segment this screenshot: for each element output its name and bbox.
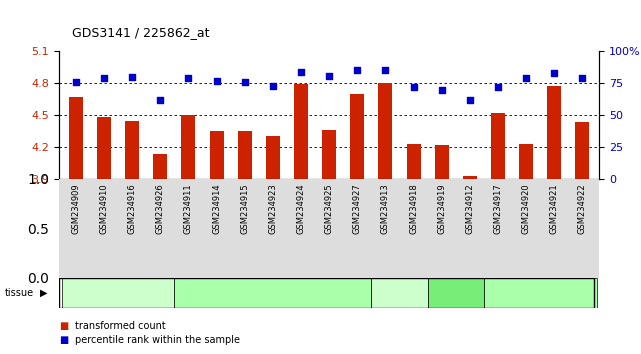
Bar — [153, 154, 167, 179]
Point — [268, 83, 278, 88]
Text: GSM234922: GSM234922 — [578, 184, 587, 234]
Point — [493, 84, 503, 90]
Point — [99, 75, 109, 81]
Bar — [435, 145, 449, 179]
Text: GSM234910: GSM234910 — [99, 184, 108, 234]
Bar — [125, 121, 139, 179]
Bar — [406, 144, 420, 179]
Text: rectum: rectum — [257, 289, 289, 297]
Point — [521, 75, 531, 81]
Text: GSM234923: GSM234923 — [269, 184, 278, 234]
Bar — [69, 97, 83, 179]
Text: GSM234921: GSM234921 — [550, 184, 559, 234]
Bar — [238, 131, 252, 179]
Bar — [491, 113, 505, 179]
Point — [155, 97, 165, 103]
Bar — [266, 136, 280, 179]
Text: GSM234914: GSM234914 — [212, 184, 221, 234]
Text: GSM234912: GSM234912 — [465, 184, 474, 234]
Text: ■: ■ — [59, 321, 68, 331]
Text: GSM234920: GSM234920 — [522, 184, 531, 234]
Point — [380, 68, 390, 73]
Bar — [519, 144, 533, 179]
Point — [408, 84, 419, 90]
Point — [71, 79, 81, 85]
FancyBboxPatch shape — [428, 278, 484, 308]
Bar — [350, 94, 364, 179]
Point — [465, 97, 475, 103]
FancyBboxPatch shape — [371, 278, 428, 308]
Text: GSM234915: GSM234915 — [240, 184, 249, 234]
Text: GDS3141 / 225862_at: GDS3141 / 225862_at — [72, 26, 210, 39]
Text: transverse colon: transverse colon — [503, 289, 578, 297]
Text: cecum: cecum — [441, 289, 471, 297]
Bar — [547, 86, 562, 179]
Point — [549, 70, 560, 76]
Text: ▶: ▶ — [40, 288, 47, 298]
Bar — [322, 130, 336, 179]
Text: tissue: tissue — [4, 288, 33, 298]
Text: GSM234911: GSM234911 — [184, 184, 193, 234]
Bar — [181, 115, 196, 179]
Text: GSM234916: GSM234916 — [128, 184, 137, 234]
Text: sigmoid colon: sigmoid colon — [87, 289, 149, 297]
Text: ascending colon: ascending colon — [363, 289, 437, 297]
Text: GSM234925: GSM234925 — [324, 184, 334, 234]
Text: ■: ■ — [59, 335, 68, 345]
Point — [437, 87, 447, 92]
Text: GSM234917: GSM234917 — [494, 184, 503, 234]
Point — [127, 74, 137, 80]
Text: GSM234924: GSM234924 — [297, 184, 306, 234]
Text: percentile rank within the sample: percentile rank within the sample — [75, 335, 240, 345]
Text: transformed count: transformed count — [75, 321, 166, 331]
Text: GSM234919: GSM234919 — [437, 184, 446, 234]
Text: GSM234909: GSM234909 — [71, 184, 80, 234]
Bar — [576, 122, 590, 179]
FancyBboxPatch shape — [62, 278, 174, 308]
Point — [240, 79, 250, 85]
Point — [183, 75, 194, 81]
Text: GSM234918: GSM234918 — [409, 184, 418, 234]
FancyBboxPatch shape — [484, 278, 597, 308]
Bar — [97, 117, 111, 179]
Text: GSM234927: GSM234927 — [353, 184, 362, 234]
FancyBboxPatch shape — [174, 278, 371, 308]
Bar — [463, 176, 477, 179]
Bar — [378, 83, 392, 179]
Point — [324, 73, 335, 78]
Text: GSM234926: GSM234926 — [156, 184, 165, 234]
Point — [296, 69, 306, 75]
Point — [352, 68, 362, 73]
Point — [578, 75, 588, 81]
Bar — [294, 84, 308, 179]
Point — [212, 78, 222, 84]
Text: GSM234913: GSM234913 — [381, 184, 390, 234]
Bar — [210, 131, 224, 179]
